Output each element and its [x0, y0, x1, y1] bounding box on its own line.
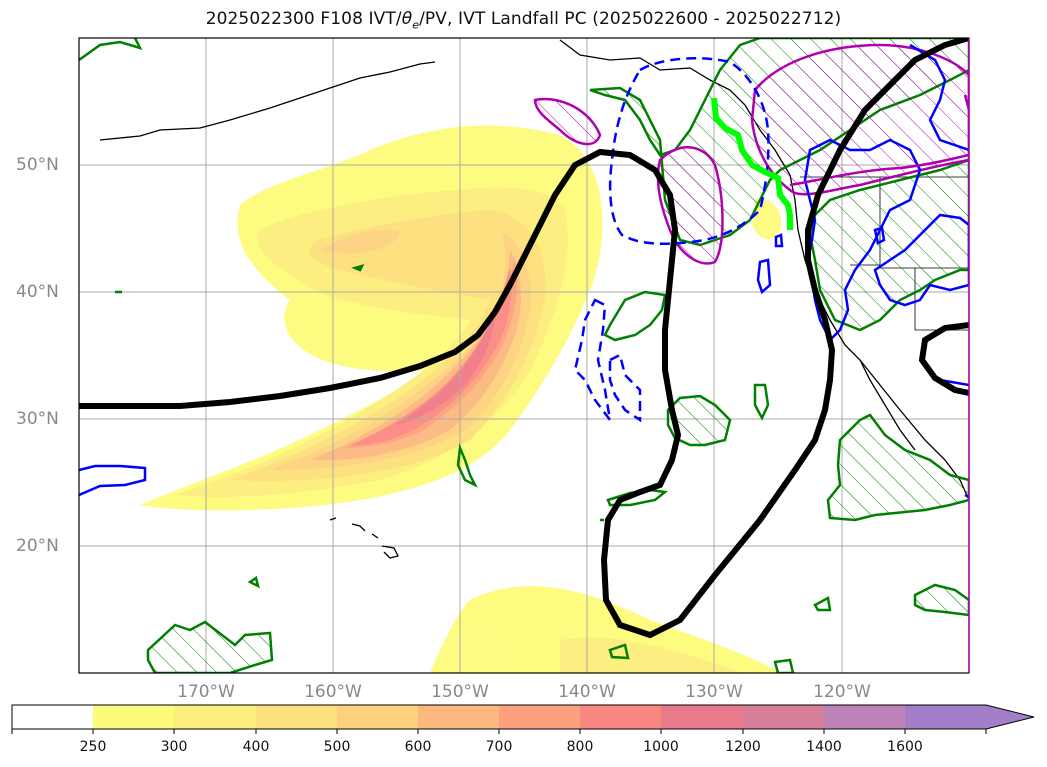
lon-label-120w: 120°W: [813, 682, 871, 702]
colorbar-bin-300: [174, 705, 256, 729]
hawaii-islands: [329, 517, 399, 559]
colorbar-bin-800: [580, 705, 661, 729]
lat-label-50n: 50°N: [16, 155, 59, 175]
lon-label-140w: 140°W: [558, 682, 616, 702]
lon-label-130w: 130°W: [685, 682, 743, 702]
colorbar-bin-1000: [661, 705, 743, 729]
colorbar: [11, 704, 1035, 734]
coastline-aleutians: [99, 61, 436, 141]
colorbar-bin-1400: [824, 705, 905, 729]
ivt-tropics: [430, 586, 780, 673]
colorbar-tick-1600: 1600: [887, 739, 923, 755]
colorbar-tick-1400: 1400: [806, 739, 842, 755]
green-hatch-mexico: [826, 413, 969, 522]
green-hatch-mid: [666, 394, 732, 447]
blue-contour-dashed-2: [573, 298, 612, 421]
black-contour-east: [918, 322, 969, 396]
colorbar-bin-700: [499, 705, 580, 729]
colorbar-bin-1200: [743, 705, 824, 729]
landfall-line: [711, 97, 793, 230]
ivt-1000: [395, 310, 495, 425]
magenta-hatch: [533, 97, 602, 146]
blue-contour-dashed-3: [608, 353, 642, 423]
coastline-baja: [859, 359, 916, 451]
black-contours: [79, 38, 969, 639]
colorbar-bin-600: [418, 705, 499, 729]
colorbar-tick-1000: 1000: [643, 739, 679, 755]
colorbar-extend-arrow: [986, 705, 1034, 729]
colorbar-under: [12, 705, 93, 729]
coastline-northamerica: [789, 174, 969, 501]
green-hatch-hawaii: [146, 620, 274, 673]
colorbar-tick-300: 300: [160, 739, 188, 755]
colorbar-tick-400: 400: [242, 739, 270, 755]
blue-contours: [79, 43, 969, 499]
colorbar-tick-1200: 1200: [725, 739, 761, 755]
colorbar-outline: [11, 704, 1035, 730]
ivt-tropics-b: [560, 637, 740, 673]
colorbar-bin-500: [337, 705, 418, 729]
colorbar-tick-800: 800: [566, 739, 594, 755]
lon-label-170w: 170°W: [177, 682, 235, 702]
blue-contour-dashed: [608, 57, 770, 245]
colorbar-tick-500: 500: [323, 739, 351, 755]
lat-label-40n: 40°N: [16, 282, 59, 302]
lat-label-30n: 30°N: [16, 409, 59, 429]
colorbar-tick-700: 700: [485, 739, 513, 755]
colorbar-tick-600: 600: [404, 739, 432, 755]
colorbar-bin-1600: [905, 705, 986, 729]
lon-label-150w: 150°W: [431, 682, 489, 702]
lat-label-20n: 20°N: [16, 536, 59, 556]
map-title: 2025022300 F108 IVT/θe/PV, IVT Landfall …: [205, 9, 842, 32]
colorbar-bin-250: [93, 705, 174, 729]
ivt-600: [310, 250, 522, 461]
colorbar-bin-400: [256, 705, 337, 729]
green-hatch-se: [913, 583, 969, 617]
colorbar-tick-250: 250: [79, 739, 107, 755]
black-contour-main: [79, 38, 969, 639]
ivt-500b: [320, 229, 400, 254]
ivt-shading: [140, 125, 781, 673]
lon-label-160w: 160°W: [304, 682, 362, 702]
ivt-small: [752, 199, 781, 240]
